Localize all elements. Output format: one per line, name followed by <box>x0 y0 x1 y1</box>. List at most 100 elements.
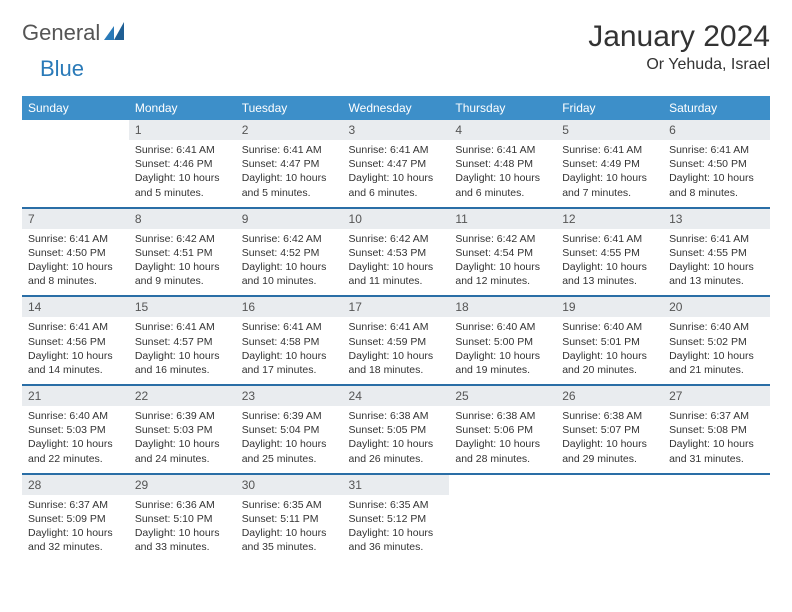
sunset-text: Sunset: 4:50 PM <box>28 246 123 260</box>
sunrise-text: Sunrise: 6:39 AM <box>242 409 337 423</box>
sunset-text: Sunset: 4:47 PM <box>349 157 444 171</box>
sunset-text: Sunset: 5:06 PM <box>455 423 550 437</box>
sunset-text: Sunset: 4:53 PM <box>349 246 444 260</box>
daylight-text: and 18 minutes. <box>349 363 444 377</box>
logo-word2: Blue <box>40 56 84 81</box>
day-number: 24 <box>343 385 450 406</box>
sunrise-text: Sunrise: 6:41 AM <box>349 320 444 334</box>
day-cell: Sunrise: 6:37 AMSunset: 5:09 PMDaylight:… <box>22 495 129 561</box>
daylight-text: Daylight: 10 hours <box>242 349 337 363</box>
day-cell: Sunrise: 6:41 AMSunset: 4:48 PMDaylight:… <box>449 140 556 206</box>
logo-word1: General <box>22 20 100 46</box>
daylight-text: Daylight: 10 hours <box>135 349 230 363</box>
day-cell <box>556 495 663 561</box>
day-cell: Sunrise: 6:41 AMSunset: 4:59 PMDaylight:… <box>343 317 450 383</box>
daylight-text: and 17 minutes. <box>242 363 337 377</box>
daylight-text: Daylight: 10 hours <box>669 437 764 451</box>
day-cell: Sunrise: 6:42 AMSunset: 4:52 PMDaylight:… <box>236 229 343 295</box>
sunrise-text: Sunrise: 6:35 AM <box>349 498 444 512</box>
sunset-text: Sunset: 4:49 PM <box>562 157 657 171</box>
daylight-text: Daylight: 10 hours <box>135 526 230 540</box>
sunrise-text: Sunrise: 6:39 AM <box>135 409 230 423</box>
day-cell: Sunrise: 6:38 AMSunset: 5:07 PMDaylight:… <box>556 406 663 472</box>
sunrise-text: Sunrise: 6:38 AM <box>349 409 444 423</box>
daylight-text: and 29 minutes. <box>562 452 657 466</box>
sunset-text: Sunset: 5:07 PM <box>562 423 657 437</box>
day-number: 16 <box>236 296 343 317</box>
daylight-text: and 8 minutes. <box>669 186 764 200</box>
day-content-row: Sunrise: 6:40 AMSunset: 5:03 PMDaylight:… <box>22 406 770 472</box>
day-header: Sunday <box>22 96 129 120</box>
logo: General <box>22 20 126 46</box>
day-cell: Sunrise: 6:40 AMSunset: 5:02 PMDaylight:… <box>663 317 770 383</box>
daylight-text: and 5 minutes. <box>242 186 337 200</box>
sunrise-text: Sunrise: 6:41 AM <box>562 232 657 246</box>
sunrise-text: Sunrise: 6:42 AM <box>455 232 550 246</box>
day-content-row: Sunrise: 6:41 AMSunset: 4:46 PMDaylight:… <box>22 140 770 206</box>
day-header-row: Sunday Monday Tuesday Wednesday Thursday… <box>22 96 770 120</box>
sunrise-text: Sunrise: 6:41 AM <box>349 143 444 157</box>
day-number: 1 <box>129 120 236 140</box>
daylight-text: and 8 minutes. <box>28 274 123 288</box>
daylight-text: and 6 minutes. <box>349 186 444 200</box>
daylight-text: and 36 minutes. <box>349 540 444 554</box>
sunrise-text: Sunrise: 6:41 AM <box>28 320 123 334</box>
daylight-text: and 16 minutes. <box>135 363 230 377</box>
day-number-row: 14151617181920 <box>22 296 770 317</box>
sunrise-text: Sunrise: 6:37 AM <box>669 409 764 423</box>
sunrise-text: Sunrise: 6:41 AM <box>135 143 230 157</box>
sunset-text: Sunset: 5:05 PM <box>349 423 444 437</box>
sunset-text: Sunset: 4:52 PM <box>242 246 337 260</box>
sunset-text: Sunset: 4:46 PM <box>135 157 230 171</box>
day-number: 25 <box>449 385 556 406</box>
day-cell: Sunrise: 6:41 AMSunset: 4:58 PMDaylight:… <box>236 317 343 383</box>
day-header: Thursday <box>449 96 556 120</box>
sunset-text: Sunset: 4:56 PM <box>28 335 123 349</box>
sunrise-text: Sunrise: 6:40 AM <box>562 320 657 334</box>
sunrise-text: Sunrise: 6:41 AM <box>669 143 764 157</box>
daylight-text: and 32 minutes. <box>28 540 123 554</box>
day-cell: Sunrise: 6:40 AMSunset: 5:00 PMDaylight:… <box>449 317 556 383</box>
day-number-row: 78910111213 <box>22 208 770 229</box>
daylight-text: and 22 minutes. <box>28 452 123 466</box>
daylight-text: Daylight: 10 hours <box>349 260 444 274</box>
location: Or Yehuda, Israel <box>588 56 770 74</box>
day-number: 6 <box>663 120 770 140</box>
daylight-text: Daylight: 10 hours <box>349 171 444 185</box>
daylight-text: Daylight: 10 hours <box>242 260 337 274</box>
daylight-text: and 25 minutes. <box>242 452 337 466</box>
sunset-text: Sunset: 5:10 PM <box>135 512 230 526</box>
day-number: 31 <box>343 474 450 495</box>
day-number: 7 <box>22 208 129 229</box>
day-number: 8 <box>129 208 236 229</box>
sunset-text: Sunset: 5:04 PM <box>242 423 337 437</box>
day-number: 4 <box>449 120 556 140</box>
day-number-row: 123456 <box>22 120 770 140</box>
sunset-text: Sunset: 4:48 PM <box>455 157 550 171</box>
day-number: 26 <box>556 385 663 406</box>
daylight-text: and 24 minutes. <box>135 452 230 466</box>
sunrise-text: Sunrise: 6:41 AM <box>242 143 337 157</box>
day-cell: Sunrise: 6:38 AMSunset: 5:05 PMDaylight:… <box>343 406 450 472</box>
daylight-text: and 33 minutes. <box>135 540 230 554</box>
day-number <box>663 474 770 495</box>
title-block: January 2024 Or Yehuda, Israel <box>588 20 770 74</box>
daylight-text: Daylight: 10 hours <box>455 171 550 185</box>
day-number <box>449 474 556 495</box>
day-number: 9 <box>236 208 343 229</box>
sunset-text: Sunset: 5:12 PM <box>349 512 444 526</box>
sunrise-text: Sunrise: 6:40 AM <box>455 320 550 334</box>
day-cell: Sunrise: 6:35 AMSunset: 5:12 PMDaylight:… <box>343 495 450 561</box>
day-cell: Sunrise: 6:42 AMSunset: 4:51 PMDaylight:… <box>129 229 236 295</box>
day-number: 27 <box>663 385 770 406</box>
day-number-row: 28293031 <box>22 474 770 495</box>
daylight-text: and 5 minutes. <box>135 186 230 200</box>
daylight-text: Daylight: 10 hours <box>242 171 337 185</box>
day-number <box>556 474 663 495</box>
day-number: 3 <box>343 120 450 140</box>
sunset-text: Sunset: 4:59 PM <box>349 335 444 349</box>
daylight-text: Daylight: 10 hours <box>349 526 444 540</box>
daylight-text: and 26 minutes. <box>349 452 444 466</box>
day-number: 17 <box>343 296 450 317</box>
day-cell <box>663 495 770 561</box>
